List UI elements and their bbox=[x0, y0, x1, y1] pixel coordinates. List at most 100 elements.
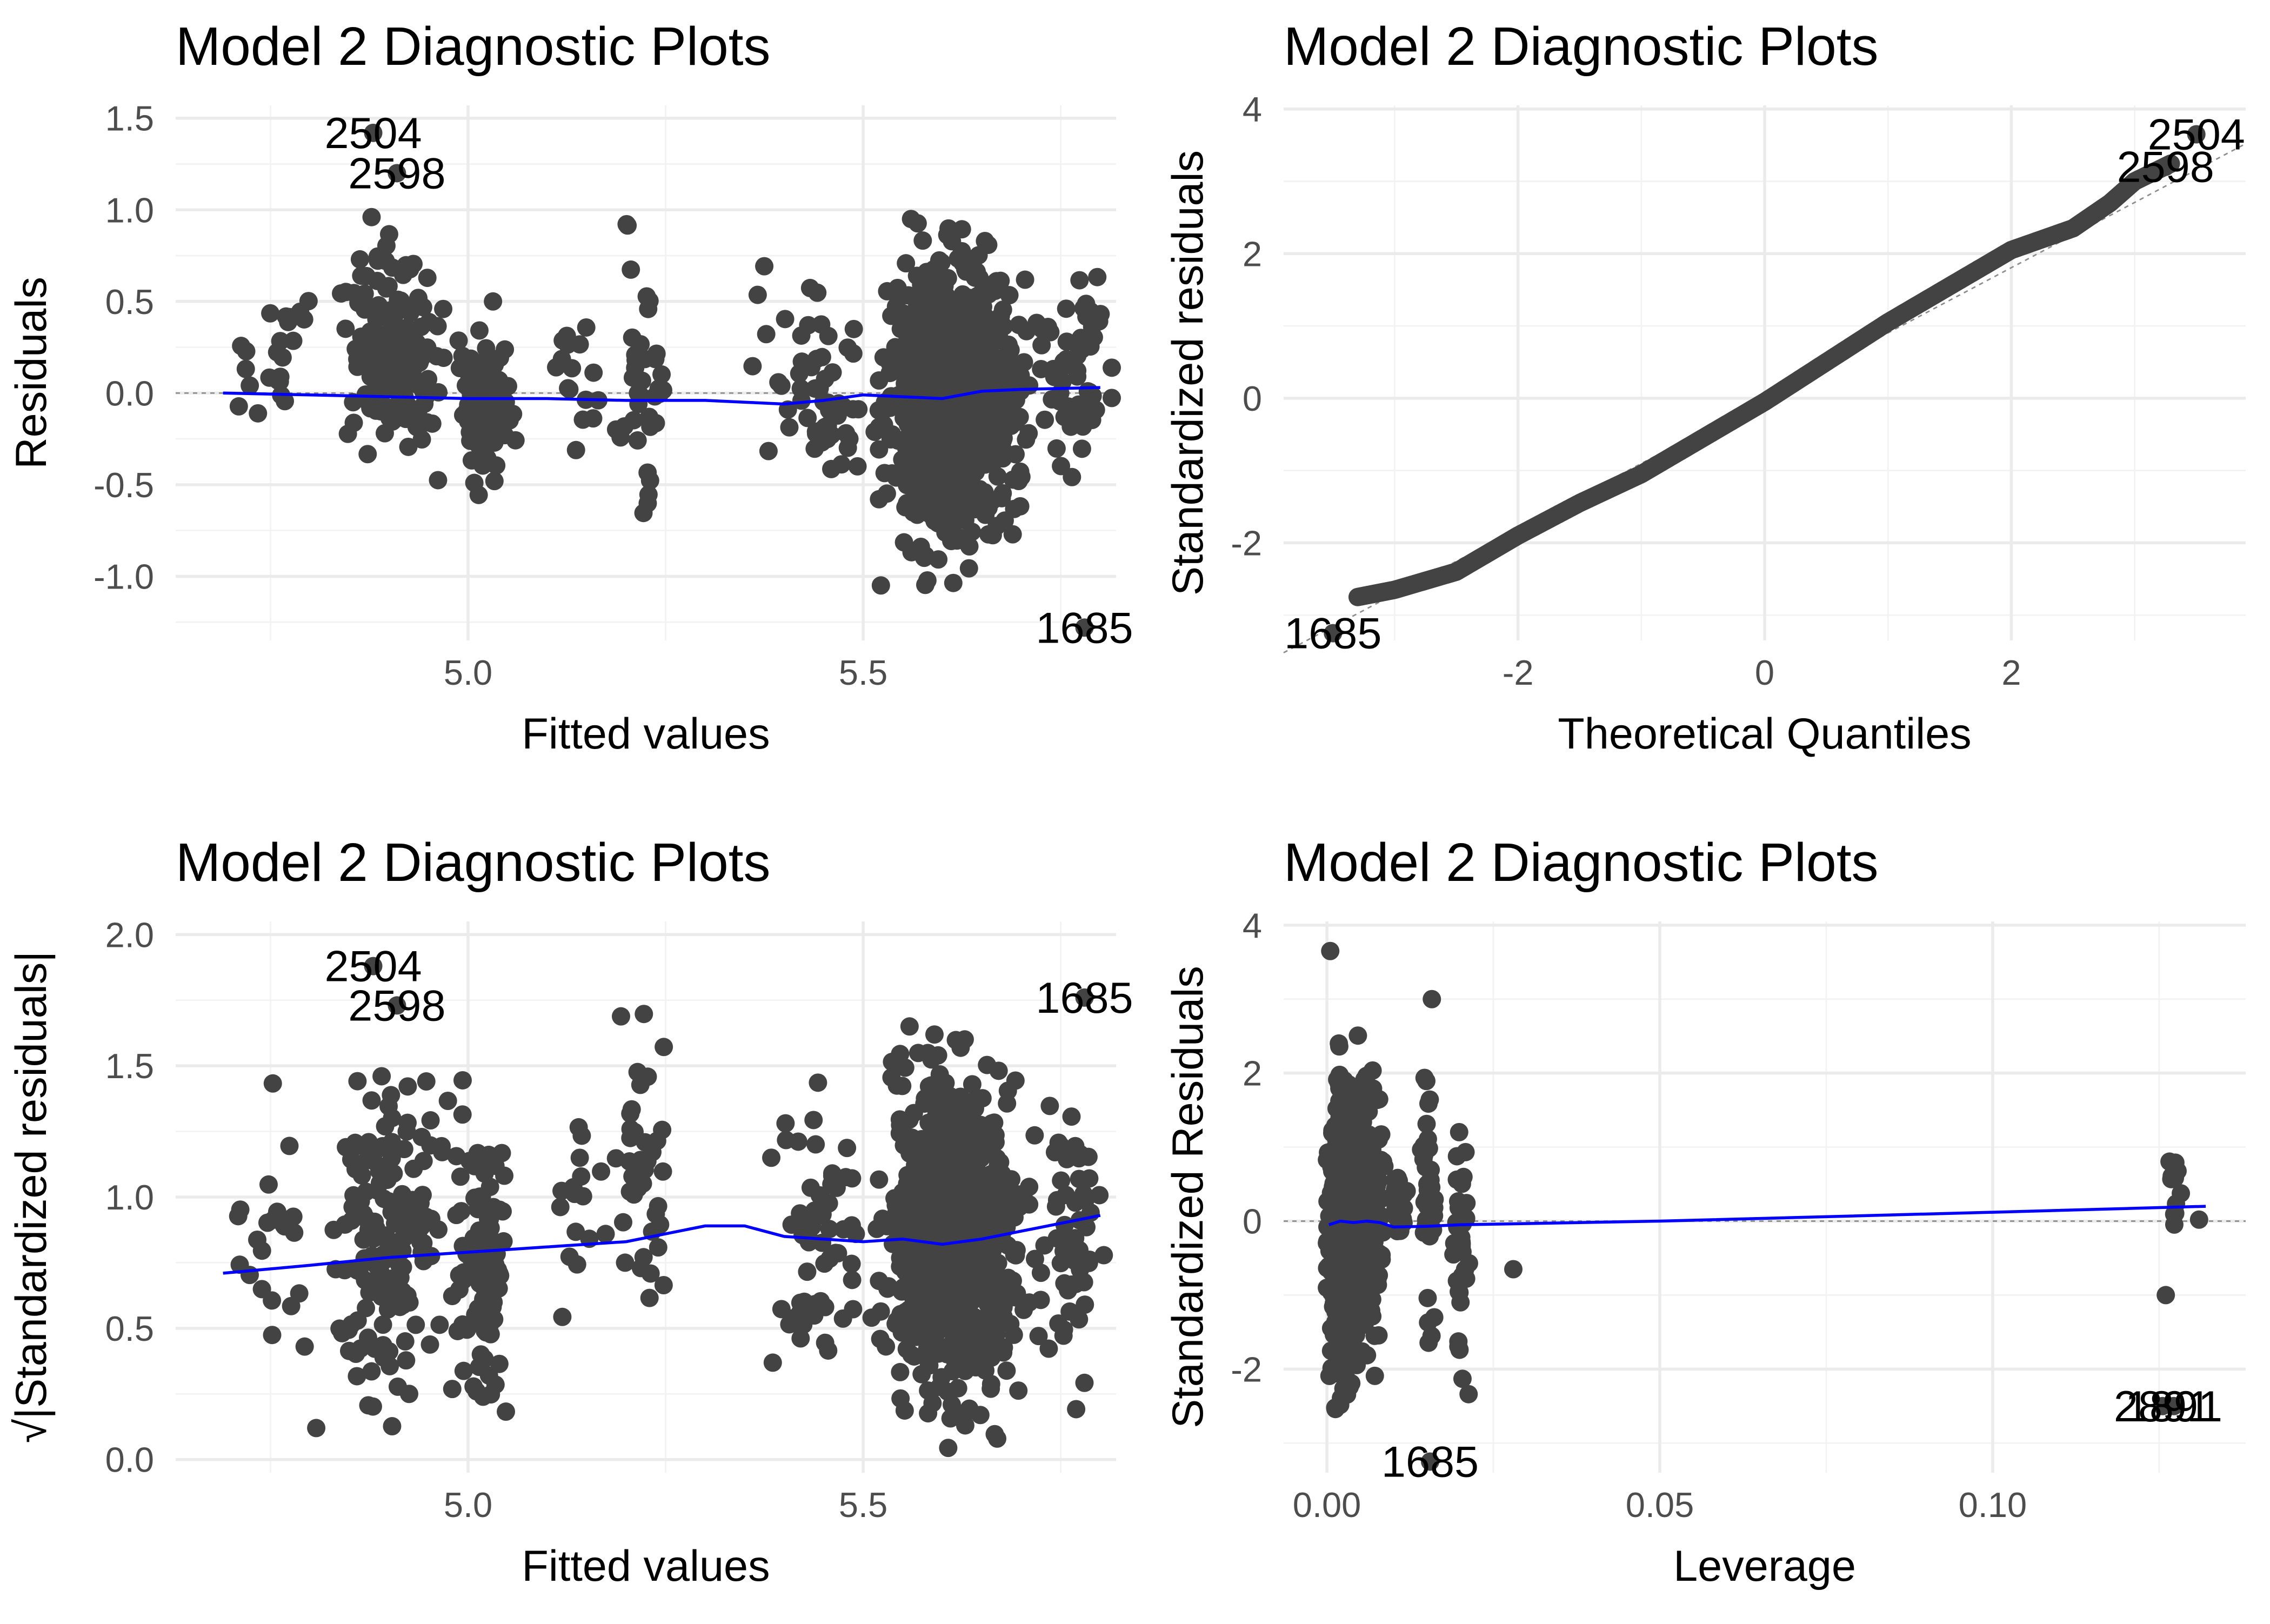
data-point bbox=[970, 418, 989, 437]
data-point bbox=[1353, 1102, 1372, 1121]
data-point bbox=[943, 1362, 962, 1381]
data-point bbox=[975, 1332, 994, 1351]
data-point bbox=[897, 385, 916, 404]
data-point bbox=[998, 366, 1017, 385]
data-point bbox=[570, 335, 589, 354]
data-point bbox=[917, 1185, 936, 1204]
data-point bbox=[1450, 1122, 1468, 1141]
data-point bbox=[465, 473, 484, 492]
data-point bbox=[577, 318, 596, 337]
data-point bbox=[871, 576, 890, 595]
data-point bbox=[480, 1210, 499, 1229]
data-point bbox=[295, 310, 313, 329]
data-point bbox=[1346, 1326, 1365, 1345]
data-point bbox=[443, 1380, 462, 1399]
data-point bbox=[987, 379, 1006, 398]
data-point bbox=[344, 393, 363, 412]
data-point bbox=[819, 1341, 838, 1360]
data-point bbox=[1059, 397, 1078, 416]
data-point bbox=[913, 1148, 932, 1167]
data-point bbox=[926, 1289, 945, 1308]
data-point bbox=[944, 1178, 963, 1197]
data-point bbox=[1459, 1385, 1478, 1404]
data-point bbox=[924, 418, 943, 437]
data-point bbox=[1353, 1342, 1372, 1361]
y-tick-label: 0.0 bbox=[105, 1440, 154, 1480]
data-point bbox=[419, 370, 438, 389]
points bbox=[229, 957, 1113, 1458]
data-point bbox=[570, 1148, 589, 1167]
data-point bbox=[485, 472, 504, 491]
data-point bbox=[363, 1246, 382, 1265]
data-point bbox=[418, 269, 437, 288]
x-tick-label: 0.10 bbox=[1959, 1485, 2027, 1525]
data-point bbox=[2156, 1286, 2175, 1305]
data-point bbox=[412, 1207, 431, 1226]
data-point bbox=[460, 369, 479, 388]
data-point bbox=[409, 404, 428, 423]
data-point bbox=[1067, 1400, 1086, 1419]
data-point bbox=[802, 358, 821, 377]
data-point bbox=[397, 1351, 416, 1370]
data-point bbox=[1415, 1068, 1434, 1087]
data-point bbox=[418, 338, 437, 357]
data-point bbox=[789, 1132, 807, 1151]
data-point bbox=[1421, 1160, 1440, 1179]
data-point bbox=[382, 1086, 400, 1105]
data-point bbox=[964, 1152, 983, 1171]
observation-label: 1685 bbox=[1381, 1438, 1479, 1486]
data-point bbox=[560, 380, 579, 399]
data-point bbox=[359, 1133, 378, 1152]
data-point bbox=[1080, 1169, 1099, 1188]
data-point bbox=[496, 393, 515, 412]
data-point bbox=[952, 220, 971, 239]
data-point bbox=[1007, 1284, 1026, 1303]
observation-label: 2598 bbox=[2117, 143, 2214, 192]
data-point bbox=[1328, 1326, 1347, 1345]
data-point bbox=[994, 1338, 1013, 1357]
data-point bbox=[616, 1253, 635, 1272]
data-point bbox=[818, 430, 837, 449]
y-tick-label: 0.5 bbox=[105, 282, 154, 322]
data-point bbox=[336, 319, 355, 338]
data-point bbox=[1062, 1107, 1081, 1126]
data-point bbox=[995, 511, 1014, 530]
data-point bbox=[895, 1401, 914, 1420]
data-point bbox=[452, 1202, 471, 1221]
data-point bbox=[811, 1186, 830, 1205]
data-point bbox=[941, 404, 960, 423]
data-point bbox=[870, 1170, 889, 1189]
data-point bbox=[957, 293, 976, 312]
data-point bbox=[484, 411, 503, 430]
data-point bbox=[1074, 1273, 1093, 1292]
data-point bbox=[453, 1315, 472, 1334]
x-tick-label: 0.05 bbox=[1626, 1485, 1694, 1525]
data-point bbox=[1335, 1071, 1354, 1090]
data-point bbox=[481, 1325, 500, 1344]
data-point bbox=[844, 1300, 863, 1319]
data-point bbox=[977, 1291, 996, 1310]
data-point bbox=[962, 437, 980, 456]
data-point bbox=[832, 455, 851, 474]
data-point bbox=[806, 1135, 825, 1154]
x-tick-label: 5.5 bbox=[839, 1485, 887, 1525]
data-point bbox=[263, 1291, 282, 1310]
x-tick-label: -2 bbox=[1503, 653, 1534, 692]
data-point bbox=[346, 1345, 365, 1364]
data-point bbox=[1321, 941, 1340, 960]
data-point bbox=[383, 258, 402, 277]
data-point bbox=[638, 463, 657, 482]
data-point bbox=[913, 231, 932, 250]
data-point bbox=[398, 1113, 417, 1132]
data-point bbox=[748, 285, 767, 304]
data-point bbox=[1330, 1034, 1348, 1053]
data-point bbox=[917, 385, 936, 404]
data-point bbox=[1103, 358, 1121, 377]
data-point bbox=[338, 424, 357, 443]
data-point bbox=[487, 456, 506, 475]
data-point bbox=[1011, 497, 1030, 516]
data-point bbox=[611, 1007, 630, 1026]
data-point bbox=[1068, 361, 1087, 380]
data-point bbox=[1081, 302, 1100, 320]
